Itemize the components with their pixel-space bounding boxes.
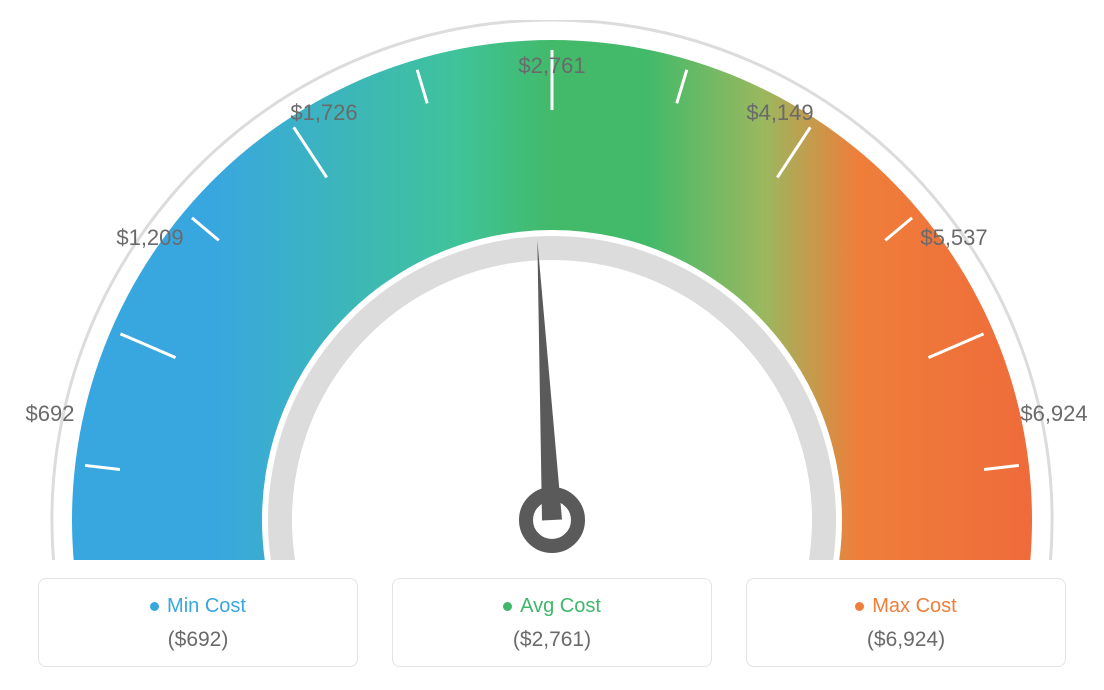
legend-card-avg: Avg Cost ($2,761): [392, 578, 712, 667]
legend-label: Avg Cost: [520, 595, 601, 618]
legend-title: Min Cost: [150, 595, 246, 618]
gauge-tick-label: $692: [26, 401, 75, 427]
legend-value: ($2,761): [403, 628, 701, 652]
legend-label: Max Cost: [872, 595, 956, 618]
cost-gauge-widget: $692 $1,209 $1,726 $2,761 $4,149 $5,537 $6,924…: [10, 20, 1094, 667]
legend-value: ($6,924): [757, 628, 1055, 652]
legend-label: Min Cost: [167, 595, 246, 618]
legend-row: Min Cost ($692) Avg Cost ($2,761) Max Cost ($…: [10, 578, 1094, 667]
legend-card-min: Min Cost ($692): [38, 578, 358, 667]
gauge-tick-label: $5,537: [920, 225, 987, 251]
legend-bullet-icon: [150, 602, 159, 611]
legend-value: ($692): [49, 628, 347, 652]
gauge-tick-label: $2,761: [518, 53, 585, 79]
gauge-container: $692 $1,209 $1,726 $2,761 $4,149 $5,537 $6,924: [10, 20, 1094, 560]
legend-title: Avg Cost: [503, 595, 601, 618]
legend-card-max: Max Cost ($6,924): [746, 578, 1066, 667]
gauge-tick-label: $4,149: [746, 100, 813, 126]
gauge-tick-label: $1,726: [290, 100, 357, 126]
legend-bullet-icon: [855, 602, 864, 611]
gauge-tick-label: $1,209: [116, 225, 183, 251]
gauge-tick-label: $6,924: [1020, 401, 1087, 427]
legend-title: Max Cost: [855, 595, 956, 618]
legend-bullet-icon: [503, 602, 512, 611]
gauge-chart: [10, 20, 1094, 560]
